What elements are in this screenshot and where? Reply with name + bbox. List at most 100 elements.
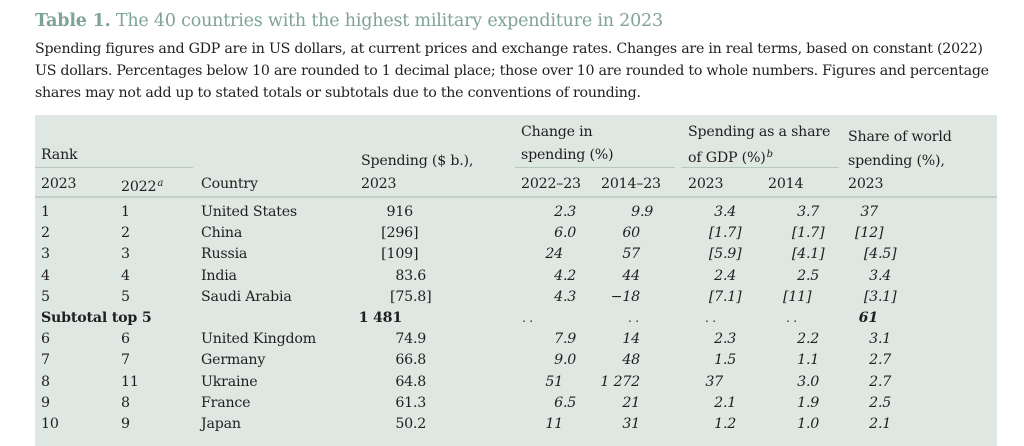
header-world-line1: Share of world: [848, 129, 952, 145]
cell-rank-2022: 1: [121, 204, 130, 220]
cell-gdp-2023: 1.5: [714, 352, 737, 369]
cell-spending: 916: [386, 204, 414, 220]
cell-rank-2023: 10: [41, 416, 59, 432]
cell-change-2022-23: 24: [545, 246, 563, 263]
cell-spending: [109]: [381, 246, 419, 263]
header-spending-line2: 2023: [361, 176, 397, 192]
cell-gdp-2014: 2.2: [797, 331, 820, 348]
cell-rank-2023: 3: [41, 246, 50, 263]
cell-change-2022-23: 2.3: [554, 204, 577, 220]
cell-rank-2023: 4: [41, 267, 50, 284]
cell-spending: 61.3: [395, 394, 427, 411]
cell-rank-2022: 4: [121, 267, 130, 284]
cell-gdp-2014: [1.7]: [791, 225, 825, 242]
cell-country: United Kingdom: [201, 331, 316, 348]
cell-country: Russia: [201, 246, 248, 263]
header-country: Country: [201, 176, 258, 192]
footnote-marker-a: a: [157, 178, 164, 189]
header-gdp-2023: 2023: [688, 176, 724, 192]
subtotal-world-share: 61: [858, 310, 879, 326]
cell-change-2014-23: 57: [622, 246, 640, 263]
cell-rank-2022: 5: [121, 288, 130, 305]
cell-spending: 50.2: [395, 416, 427, 432]
cell-country: Germany: [201, 352, 266, 369]
cell-world-share: [3.1]: [863, 288, 897, 305]
cell-rank-2022: 9: [121, 416, 130, 432]
cell-gdp-2014: 3.0: [797, 373, 820, 390]
header-gdp-2014: 2014: [768, 176, 804, 192]
cell-gdp-2014: [4.1]: [791, 246, 825, 263]
header-rank-2022-text: 2022: [121, 179, 157, 195]
cell-gdp-2023: 3.4: [714, 204, 737, 220]
header-rank-2022: 2022a: [121, 175, 163, 196]
cell-country: Ukraine: [201, 373, 258, 390]
cell-change-2014-23: 21: [622, 394, 640, 411]
cell-change-2014-23: 60: [622, 225, 640, 242]
cell-spending: 74.9: [395, 331, 427, 348]
cell-rank-2023: 9: [41, 394, 50, 411]
cell-change-2014-23: 31: [622, 416, 640, 432]
header-gdp-line1: Spending as a share: [688, 124, 831, 140]
cell-spending: 83.6: [395, 267, 427, 284]
cell-change-2014-23: −18: [610, 288, 641, 305]
cell-gdp-2023: 2.3: [714, 331, 737, 348]
intro-line: shares may not add up to stated totals o…: [35, 85, 641, 101]
cell-gdp-2014: 1.9: [797, 394, 820, 411]
cell-rank-2023: 8: [41, 373, 50, 390]
cell-rank-2022: 11: [121, 373, 139, 390]
cell-change-2022-23: 11: [545, 416, 563, 432]
header-change-2014-23: 2014–23: [601, 176, 661, 192]
cell-change-2014-23: 1 272: [600, 373, 640, 390]
table-title-text: The 40 countries with the highest milita…: [115, 11, 663, 31]
header-world-line2: spending (%),: [848, 153, 945, 169]
cell-country: United States: [201, 204, 297, 220]
header-change-2022-23: 2022–23: [521, 176, 581, 192]
subtotal-label: Subtotal top 5: [41, 310, 152, 326]
cell-change-2014-23: 44: [622, 267, 640, 284]
header-gdp-line2: of GDP (%)b: [688, 146, 773, 167]
data-table: [35, 115, 997, 446]
cell-world-share: 2.7: [869, 352, 892, 369]
cell-country: China: [201, 225, 243, 242]
cell-spending: [296]: [381, 225, 419, 242]
table-intro: Spending figures and GDP are in US dolla…: [35, 38, 1010, 104]
cell-gdp-2014: 1.1: [797, 352, 820, 369]
cell-change-2014-23: 14: [622, 331, 640, 348]
cell-change-2014-23: 48: [622, 352, 640, 369]
intro-line: US dollars. Percentages below 10 are rou…: [35, 63, 989, 79]
cell-change-2022-23: 51: [545, 373, 563, 390]
cell-rank-2023: 5: [41, 288, 50, 305]
subtotal-gdp-2023: . .: [705, 311, 716, 325]
header-bottom-rule: [35, 196, 997, 198]
cell-gdp-2023: 37: [705, 373, 723, 390]
cell-gdp-2014: 1.0: [797, 416, 820, 432]
cell-change-2022-23: 6.0: [554, 225, 577, 242]
subtotal-change-2014-23: . .: [628, 311, 639, 325]
cell-gdp-2023: 2.4: [714, 267, 737, 284]
cell-world-share: 2.1: [869, 416, 892, 432]
cell-rank-2023: 1: [41, 204, 50, 220]
cell-gdp-2014: [11]: [783, 288, 812, 305]
cell-spending: [75.8]: [390, 288, 432, 305]
header-gdp-line2-text: of GDP (%): [688, 150, 766, 166]
table-title: Table 1. The 40 countries with the highe…: [35, 11, 663, 31]
cell-rank-2023: 2: [41, 225, 50, 242]
cell-change-2022-23: 7.9: [554, 331, 577, 348]
cell-change-2022-23: 4.3: [554, 288, 577, 305]
cell-world-share: 37: [860, 204, 878, 220]
header-spending-line1: Spending ($ b.),: [361, 153, 474, 169]
cell-country: India: [201, 267, 237, 284]
cell-gdp-2014: 3.7: [797, 204, 820, 220]
header-rank-2023: 2023: [41, 176, 77, 192]
cell-gdp-2023: [5.9]: [708, 246, 742, 263]
cell-rank-2023: 6: [41, 331, 50, 348]
cell-gdp-2023: 1.2: [714, 416, 737, 432]
cell-country: Saudi Arabia: [201, 288, 292, 305]
cell-spending: 64.8: [395, 373, 427, 390]
header-change-line1: Change in: [521, 124, 593, 140]
cell-country: Japan: [201, 416, 241, 432]
header-gdp-rule: [681, 167, 839, 168]
cell-spending: 66.8: [395, 352, 427, 369]
cell-gdp-2023: [1.7]: [708, 225, 742, 242]
footnote-marker-b: b: [766, 149, 773, 160]
